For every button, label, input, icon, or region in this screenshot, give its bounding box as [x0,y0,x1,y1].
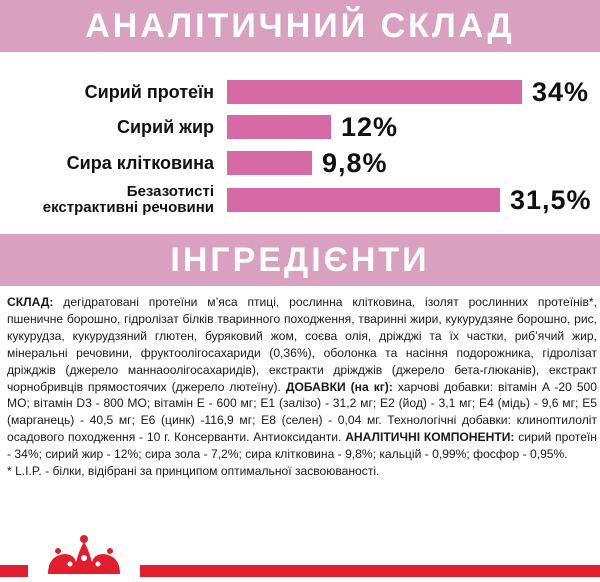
nutrient-label: Сирий протеїн [85,76,214,108]
footer-line [0,565,600,577]
analytical-body: сирий протеїн - 34%; сирий жир - 12%; си… [7,430,597,462]
composition-paragraph: СКЛАД: дегідратовані протеїни м’яса птиц… [7,294,597,463]
ingredients-title: ІНГРЕДІЄНТИ [170,240,430,279]
analysis-title: АНАЛІТИЧНИЙ СКЛАД [85,6,515,45]
nutrient-label-line: Сирий жир [116,116,214,137]
nutrient-bar [227,80,522,104]
additives-body: харчові добавки: вітамін A -20 500 МО; в… [7,379,597,445]
nutrient-value: 34% [532,77,590,107]
nutrient-row: Сирий протеїн 34% [0,76,600,108]
crown-icon [28,534,140,577]
additives-label: ДОБАВКИ (на кг): [285,379,393,394]
analysis-banner: АНАЛІТИЧНИЙ СКЛАД [0,0,600,52]
nutrient-label-line: Сира клітковина [66,152,214,173]
nutrient-row: Безазотисті екстрактивні речовини 31,5% [0,184,600,216]
nutrient-label-line: Сирий протеїн [84,81,214,102]
nutrient-label: Безазотисті екстрактивні речовини [43,184,214,216]
composition-text: СКЛАД: дегідратовані протеїни м’яса птиц… [7,294,597,480]
nutrient-label: Сира клітковина [67,147,214,179]
nutrient-label: Сирий жир [117,111,214,143]
composition-body: дегідратовані протеїни м’яса птиці, росл… [7,295,597,394]
composition-label: СКЛАД: [7,295,54,309]
nutrient-bar [227,188,500,212]
nutrient-value: 31,5% [510,185,592,215]
nutrient-row: Сирий жир 12% [0,111,600,143]
nutrient-label-line: Безазотисті [126,183,214,200]
footnote: * L.I.P. - білки, відібрані за принципом… [7,464,380,479]
nutrient-value: 12% [341,112,399,142]
nutrient-value: 9,8% [322,148,388,178]
analytical-label: АНАЛІТИЧНІ КОМПОНЕНТИ: [345,430,515,445]
nutrient-row: Сира клітковина 9,8% [0,147,600,179]
nutrient-label-line: екстрактивні речовини [42,199,214,216]
nutrient-bar [227,115,331,139]
ingredients-banner: ІНГРЕДІЄНТИ [0,234,600,286]
nutrient-bar [227,151,312,175]
